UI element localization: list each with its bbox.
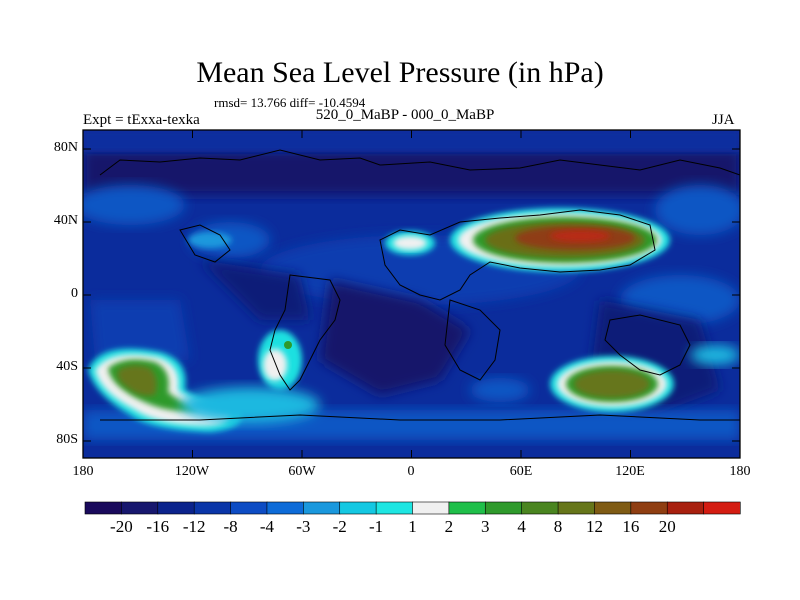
colorbar-swatch	[375, 501, 414, 515]
colorbar-label: 1	[408, 517, 417, 536]
colorbar-swatch	[521, 501, 559, 515]
colorbar-swatch	[557, 501, 596, 515]
colorbar-label: 4	[517, 517, 526, 536]
colorbar-label: -3	[296, 517, 311, 536]
experiment-label: Expt = tExxa-texka	[83, 112, 200, 128]
center-label: 520_0_MaBP - 000_0_MaBP	[315, 107, 495, 123]
axis-ticks	[83, 130, 740, 458]
y-tick-label: 80S	[56, 432, 78, 447]
colorbar-label: -20	[110, 517, 133, 536]
x-tick-label: 120E	[615, 464, 645, 479]
x-tick-label: 60W	[288, 464, 316, 479]
colorbar-label: 12	[585, 517, 603, 536]
colorbar-swatch	[666, 501, 705, 515]
colorbar-label: 16	[622, 517, 640, 536]
chart-title: Mean Sea Level Pressure (in hPa)	[196, 56, 604, 89]
coastlines	[99, 149, 740, 421]
y-tick-label: 40N	[53, 213, 78, 228]
colorbar-label: -1	[369, 517, 384, 536]
x-tick-label: 120W	[174, 464, 210, 479]
x-tick-label: 180	[729, 464, 751, 479]
colorbar-swatch	[303, 501, 341, 515]
colorbar-label: -2	[332, 517, 347, 536]
colorbar-label: -8	[223, 517, 238, 536]
colorbar-label: -12	[182, 517, 206, 536]
stats-text: rmsd= 13.766 diff= -10.4594	[214, 95, 366, 110]
x-tick-label: 180	[72, 464, 94, 479]
x-tick-label: 0	[407, 464, 415, 479]
colorbar-swatch	[703, 501, 741, 515]
colorbar-swatch	[412, 501, 450, 515]
y-tick-label: 0	[71, 286, 78, 301]
colorbar-label: 20	[658, 517, 676, 536]
y-tick-label: 40S	[56, 359, 78, 374]
colorbar	[84, 501, 741, 515]
colorbar-swatch	[121, 501, 159, 515]
colorbar-swatch	[84, 501, 122, 515]
season-label: JJA	[712, 112, 735, 128]
colorbar-label: -16	[146, 517, 170, 536]
colorbar-swatch	[484, 501, 523, 515]
colorbar-label: 2	[444, 517, 454, 536]
colorbar-label: 3	[481, 517, 490, 536]
colorbar-swatch	[157, 501, 195, 515]
map-field	[83, 130, 740, 458]
y-tick-label: 80N	[53, 140, 78, 155]
colorbar-label: -4	[259, 517, 275, 536]
colorbar-swatch	[230, 501, 268, 515]
colorbar-swatch	[448, 501, 486, 515]
colorbar-swatch	[193, 501, 232, 515]
colorbar-swatch	[339, 501, 377, 515]
x-tick-label: 60E	[509, 464, 533, 479]
colorbar-swatch	[630, 501, 668, 515]
colorbar-swatch	[266, 501, 304, 515]
colorbar-swatch	[594, 501, 632, 515]
colorbar-label: 8	[553, 517, 563, 536]
